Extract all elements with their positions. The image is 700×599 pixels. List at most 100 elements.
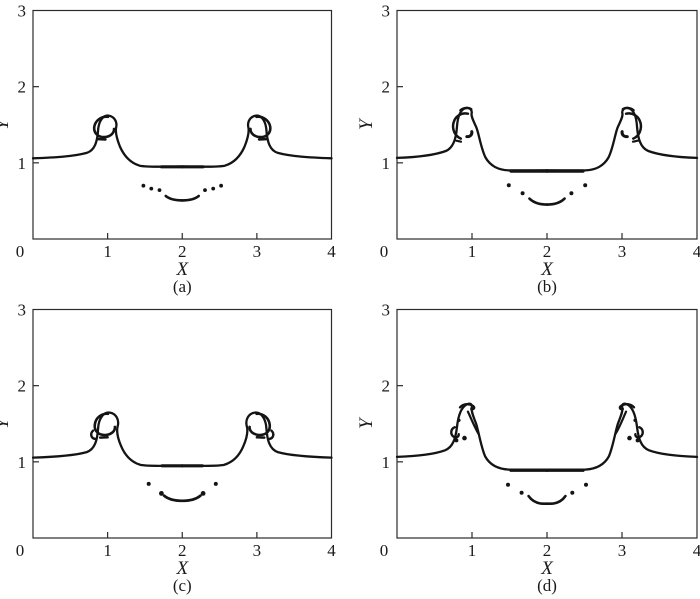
interface-curve (618, 403, 636, 411)
interface-curve (545, 106, 699, 172)
interface-curve (248, 412, 272, 437)
interface-curve (249, 115, 272, 139)
droplet-dot (627, 435, 632, 441)
interface-curve (459, 106, 473, 112)
interface-curve (528, 197, 549, 206)
y-tick-label: 1 (382, 154, 391, 173)
y-axis-label: Y (356, 117, 377, 130)
interface-curve (545, 494, 567, 505)
interface-curve (181, 114, 333, 168)
droplet-dot (157, 188, 162, 193)
x-axis-label: X (175, 259, 189, 280)
interface-curve (527, 494, 549, 505)
droplet-dot (583, 183, 588, 188)
x-tick-label: 1 (103, 242, 112, 261)
interface-curve (458, 403, 476, 411)
y-tick-label: 2 (18, 377, 27, 396)
droplet-dot (203, 188, 207, 193)
x-tick-label: 2 (543, 242, 552, 261)
interface-curve (162, 494, 184, 503)
droplet-dot (457, 418, 461, 422)
interface-curve (450, 426, 460, 439)
plot-frame (32, 9, 333, 240)
interface-curve (631, 139, 639, 143)
interface-curve (621, 106, 635, 112)
interface-curve (624, 112, 643, 140)
origin-tick-label: 0 (380, 541, 389, 560)
origin-tick-label: 0 (16, 242, 25, 261)
droplet-dot (141, 183, 146, 188)
x-tick-label: 1 (468, 541, 477, 560)
panel-d: 0 1 2 3 4 1 2 3 X Y (d) (356, 301, 700, 596)
y-tick-label: 2 (18, 78, 27, 97)
x-axis-label: X (175, 558, 189, 579)
panel-letter-label: (a) (173, 277, 192, 296)
droplet-dot (570, 490, 575, 495)
interface-curve (545, 197, 566, 206)
droplet-dot (635, 438, 640, 443)
panel-letter-label: (d) (537, 576, 557, 595)
interface-curve (395, 106, 549, 172)
droplet-dot (149, 186, 154, 191)
panel-b: 0 1 2 3 4 1 2 3 X Y (b) (356, 2, 700, 297)
x-tick-label: 2 (178, 541, 187, 560)
interface-curve (620, 130, 629, 139)
y-tick-label: 1 (382, 453, 391, 472)
interface-curve (634, 426, 644, 439)
droplet-dot (506, 183, 511, 188)
x-tick-label: 2 (178, 242, 187, 261)
interface-curve (90, 429, 97, 441)
origin-tick-label: 0 (16, 541, 25, 560)
interface-curve (395, 402, 549, 471)
y-tick-label: 2 (382, 78, 391, 97)
y-tick-label: 3 (382, 301, 391, 320)
interface-curve (466, 410, 480, 435)
panel-a: 0 1 2 3 4 1 2 3 X Y (a) (0, 2, 336, 297)
droplet-dot (584, 482, 588, 487)
interface-curve (93, 412, 117, 437)
interface-curve (181, 194, 200, 202)
interface-curve (465, 130, 474, 139)
x-axis-label: X (540, 558, 554, 579)
droplet-dot (146, 481, 151, 486)
droplet-dot (462, 435, 467, 441)
x-tick-label: 1 (103, 541, 112, 560)
y-tick-label: 3 (18, 2, 27, 21)
x-tick-label: 3 (253, 541, 262, 560)
origin-tick-label: 0 (380, 242, 389, 261)
droplet-dot (569, 191, 574, 196)
x-tick-label: 3 (618, 242, 627, 261)
y-tick-label: 1 (18, 453, 27, 472)
x-tick-label: 3 (618, 541, 627, 560)
y-axis-label: Y (356, 416, 377, 429)
interface-curve (31, 114, 184, 168)
interface-curve (181, 411, 333, 468)
droplet-dot (200, 491, 206, 496)
x-tick-label: 4 (327, 242, 336, 261)
y-axis-label: Y (0, 416, 13, 429)
y-tick-label: 3 (18, 301, 27, 320)
droplet-dot (454, 438, 459, 443)
plot-frame (32, 308, 333, 539)
x-tick-label: 4 (327, 541, 336, 560)
interface-curve (545, 402, 699, 471)
panel-letter-label: (c) (173, 576, 192, 595)
droplet-dot (633, 418, 637, 422)
y-axis-label: Y (0, 117, 13, 130)
interface-curve (455, 139, 463, 143)
droplet-dot (520, 191, 525, 196)
droplet-dot (159, 491, 164, 496)
x-tick-label: 4 (693, 242, 700, 261)
x-tick-label: 1 (468, 242, 477, 261)
droplet-dot (506, 482, 510, 487)
interface-curve (92, 115, 116, 139)
interface-curve (180, 494, 202, 503)
x-tick-label: 4 (693, 541, 700, 560)
interface-curve (267, 429, 275, 441)
droplet-dot (219, 183, 224, 188)
droplet-dot (211, 186, 216, 191)
interface-curve (31, 411, 184, 468)
y-tick-label: 3 (382, 2, 391, 21)
y-tick-label: 1 (18, 154, 27, 173)
x-tick-label: 3 (253, 242, 262, 261)
